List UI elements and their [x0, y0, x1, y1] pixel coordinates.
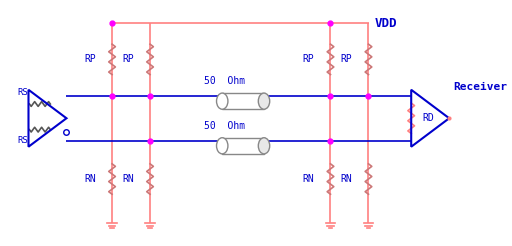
Text: RP: RP: [84, 54, 96, 64]
Text: VDD: VDD: [374, 17, 397, 30]
Text: RN: RN: [84, 174, 96, 184]
Text: RS: RS: [18, 88, 29, 97]
Text: RN: RN: [122, 174, 134, 184]
Ellipse shape: [217, 138, 228, 154]
Text: RP: RP: [122, 54, 134, 64]
Text: 50  Ohm: 50 Ohm: [204, 121, 245, 131]
Text: RS: RS: [18, 136, 29, 145]
Text: 50  Ohm: 50 Ohm: [204, 76, 245, 86]
Text: RN: RN: [340, 174, 352, 184]
Ellipse shape: [259, 138, 270, 154]
Text: RP: RP: [340, 54, 352, 64]
Text: Receiver: Receiver: [453, 82, 507, 92]
Ellipse shape: [259, 93, 270, 109]
Text: RD: RD: [422, 113, 434, 123]
Bar: [222, 138, 264, 154]
Text: RN: RN: [303, 174, 314, 184]
Ellipse shape: [217, 93, 228, 109]
Bar: [222, 93, 264, 109]
Text: RP: RP: [303, 54, 314, 64]
